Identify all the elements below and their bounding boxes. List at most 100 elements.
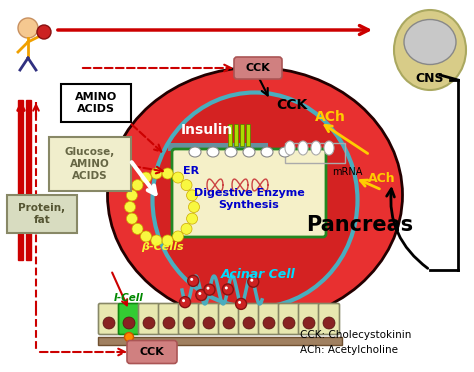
Text: Digestive Enzyme
Synthesis: Digestive Enzyme Synthesis (193, 188, 304, 210)
Ellipse shape (153, 93, 357, 308)
Ellipse shape (183, 317, 195, 329)
Circle shape (187, 190, 198, 201)
Circle shape (225, 286, 228, 289)
FancyBboxPatch shape (199, 304, 219, 334)
Bar (234, 124, 238, 146)
Ellipse shape (243, 147, 255, 157)
Text: CCK: Cholecystokinin: CCK: Cholecystokinin (300, 330, 411, 340)
Bar (98, 337, 342, 345)
Circle shape (151, 235, 162, 246)
Bar (240, 124, 244, 146)
Circle shape (222, 284, 233, 295)
Circle shape (125, 333, 134, 341)
Circle shape (180, 296, 191, 308)
Ellipse shape (324, 141, 334, 155)
Text: Protein,
fat: Protein, fat (18, 203, 65, 225)
Circle shape (127, 190, 137, 201)
Circle shape (182, 299, 185, 302)
FancyBboxPatch shape (61, 84, 131, 122)
Ellipse shape (285, 141, 295, 155)
FancyBboxPatch shape (49, 137, 131, 191)
Circle shape (37, 25, 51, 39)
Ellipse shape (303, 317, 315, 329)
FancyBboxPatch shape (172, 149, 326, 237)
Ellipse shape (283, 317, 295, 329)
Text: mRNA: mRNA (332, 167, 363, 177)
FancyBboxPatch shape (7, 195, 77, 233)
Text: ACh: ACh (368, 171, 396, 185)
Bar (228, 124, 232, 146)
Ellipse shape (263, 317, 275, 329)
Circle shape (196, 289, 207, 301)
FancyBboxPatch shape (219, 304, 239, 334)
Text: CCK: CCK (246, 63, 270, 73)
Text: ER: ER (183, 166, 199, 176)
Circle shape (173, 172, 183, 183)
Text: Pancreas: Pancreas (306, 215, 413, 235)
Ellipse shape (225, 147, 237, 157)
FancyBboxPatch shape (279, 304, 300, 334)
Bar (246, 124, 250, 146)
Bar (26, 100, 31, 260)
Bar (285, 143, 345, 163)
Ellipse shape (311, 141, 321, 155)
Ellipse shape (163, 317, 175, 329)
Text: ACh: Acetylcholine: ACh: Acetylcholine (300, 345, 398, 355)
FancyBboxPatch shape (319, 304, 339, 334)
Circle shape (181, 223, 192, 234)
Ellipse shape (243, 317, 255, 329)
Circle shape (18, 18, 38, 38)
Circle shape (132, 223, 143, 234)
Ellipse shape (223, 317, 235, 329)
Circle shape (238, 301, 241, 304)
Ellipse shape (323, 317, 335, 329)
Text: Glucose,
AMINO
ACIDS: Glucose, AMINO ACIDS (65, 147, 115, 180)
Circle shape (173, 231, 183, 242)
Ellipse shape (103, 317, 115, 329)
FancyBboxPatch shape (138, 304, 159, 334)
Circle shape (250, 279, 253, 282)
Ellipse shape (189, 147, 201, 157)
Bar (18, 100, 23, 260)
Text: I-Cell: I-Cell (114, 293, 144, 303)
Circle shape (198, 292, 201, 295)
Circle shape (189, 202, 200, 212)
FancyBboxPatch shape (127, 340, 177, 363)
Ellipse shape (394, 10, 466, 90)
Circle shape (132, 180, 143, 190)
Circle shape (187, 213, 198, 224)
Ellipse shape (279, 147, 291, 157)
FancyBboxPatch shape (118, 304, 139, 334)
FancyBboxPatch shape (234, 57, 282, 79)
Text: Insulin: Insulin (181, 123, 233, 137)
Circle shape (140, 231, 152, 242)
Text: β-Cells: β-Cells (141, 242, 183, 252)
FancyBboxPatch shape (238, 304, 259, 334)
Ellipse shape (143, 317, 155, 329)
Text: AMINO
ACIDS: AMINO ACIDS (75, 92, 117, 114)
Circle shape (151, 168, 162, 179)
Ellipse shape (108, 67, 402, 323)
Circle shape (236, 298, 246, 310)
Circle shape (162, 235, 173, 246)
Ellipse shape (123, 317, 135, 329)
Text: CNS: CNS (416, 71, 444, 84)
Bar (168, 143, 268, 151)
Circle shape (204, 284, 215, 295)
FancyBboxPatch shape (258, 304, 280, 334)
Circle shape (125, 202, 136, 212)
Circle shape (181, 180, 192, 190)
Circle shape (248, 276, 259, 287)
Circle shape (162, 168, 173, 179)
FancyBboxPatch shape (179, 304, 200, 334)
Text: CCK: CCK (276, 98, 308, 112)
Ellipse shape (203, 317, 215, 329)
Ellipse shape (298, 141, 308, 155)
Ellipse shape (261, 147, 273, 157)
Circle shape (127, 213, 137, 224)
Circle shape (207, 287, 210, 290)
Text: Acinar Cell: Acinar Cell (220, 269, 295, 282)
FancyBboxPatch shape (99, 304, 119, 334)
Ellipse shape (207, 147, 219, 157)
Circle shape (188, 275, 199, 286)
